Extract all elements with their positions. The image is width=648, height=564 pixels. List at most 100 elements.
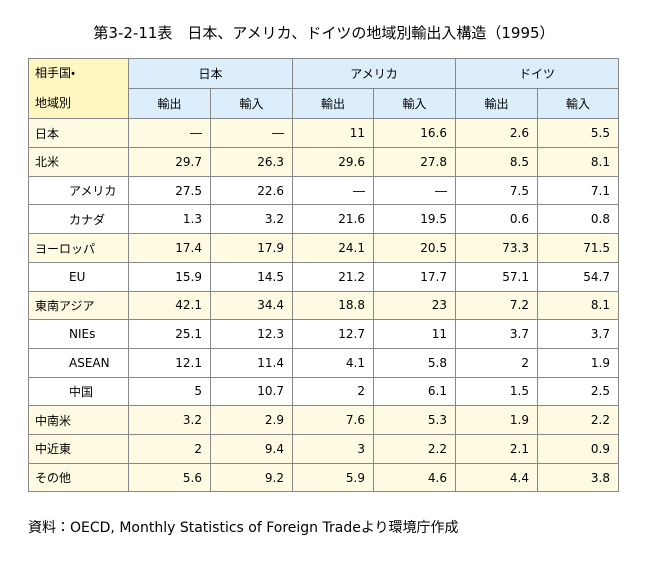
cell-value: 8.5: [455, 147, 538, 177]
table-row: 日本 ― ― 11 16.6 2.6 5.5: [28, 118, 619, 149]
row-label: 東南アジア: [28, 290, 129, 321]
cell-value: 2.2: [373, 433, 456, 464]
table-row: 中近東 2 9.4 3 2.2 2.1 0.9: [28, 433, 619, 464]
cell-value: 5.3: [373, 405, 456, 435]
row-label: アメリカ: [28, 175, 129, 206]
cell-value: 11: [292, 118, 374, 149]
table-body: 日本 ― ― 11 16.6 2.6 5.5 北米 29.7 26.3 29.6 27.8 8.5 8.1…: [28, 118, 619, 493]
row-label: EU: [28, 261, 129, 292]
subheader: 輸出: [292, 88, 374, 120]
cell-value: 17.7: [373, 261, 456, 292]
table-row: EU 15.9 14.5 21.2 17.7 57.1 54.7: [28, 261, 619, 292]
row-label: 中国: [28, 376, 129, 407]
cell-value: 3.2: [128, 405, 211, 435]
cell-value: 2: [455, 347, 538, 378]
table-row: 中国 5 10.7 2 6.1 1.5 2.5: [28, 376, 619, 407]
cell-value: 0.6: [455, 204, 538, 235]
table-row: アメリカ 27.5 22.6 ― ― 7.5 7.1: [28, 175, 619, 206]
cell-value: 4.4: [455, 462, 538, 493]
cell-value: 18.8: [292, 290, 374, 321]
cell-value: 8.1: [537, 147, 619, 177]
cell-value: 57.1: [455, 261, 538, 292]
table-row: カナダ 1.3 3.2 21.6 19.5 0.6 0.8: [28, 204, 619, 235]
group-header: アメリカ: [292, 57, 456, 90]
cell-value: 29.7: [128, 147, 211, 177]
cell-value: 22.6: [210, 175, 293, 206]
row-label: カナダ: [28, 204, 129, 235]
table-row: 北米 29.7 26.3 29.6 27.8 8.5 8.1: [28, 147, 619, 177]
cell-value: 9.4: [210, 433, 293, 464]
cell-value: 3.2: [210, 204, 293, 235]
cell-value: 20.5: [373, 233, 456, 263]
cell-value: 10.7: [210, 376, 293, 407]
row-label: その他: [28, 462, 129, 493]
data-table: 相手国・ 地域別 日本 アメリカ ドイツ 輸出 輸入 輸出 輸入 輸出 輸入 日本 ― ― 11…: [28, 57, 619, 493]
cell-value: 5.5: [537, 118, 619, 149]
cell-value: 54.7: [537, 261, 619, 292]
cell-value: 11.4: [210, 347, 293, 378]
cell-value: 4.1: [292, 347, 374, 378]
cell-value: 2.6: [455, 118, 538, 149]
header-row: 相手国・ 地域別 日本 アメリカ ドイツ: [28, 57, 619, 120]
row-label: 北米: [28, 147, 129, 177]
table-title: 第3-2-11表 日本、アメリカ、ドイツの地域別輸出入構造（1995）: [93, 24, 555, 42]
cell-value: 73.3: [455, 233, 538, 263]
cell-value: ―: [292, 175, 374, 206]
row-label: 日本: [28, 118, 129, 149]
corner-line: 地域別: [35, 95, 72, 110]
cell-value: 5.6: [128, 462, 211, 493]
cell-value: 3.7: [537, 319, 619, 349]
cell-value: 7.6: [292, 405, 374, 435]
cell-value: 6.1: [373, 376, 456, 407]
group-header: 日本: [128, 57, 293, 90]
cell-value: 9.2: [210, 462, 293, 493]
subheader: 輸入: [537, 88, 619, 120]
cell-value: ―: [373, 175, 456, 206]
cell-value: 19.5: [373, 204, 456, 235]
cell-value: 17.9: [210, 233, 293, 263]
cell-value: ―: [128, 118, 211, 149]
cell-value: 42.1: [128, 290, 211, 321]
cell-value: 3.7: [455, 319, 538, 349]
source-note: 資料：OECD, Monthly Statistics of Foreign T…: [28, 520, 459, 536]
cell-value: 0.8: [537, 204, 619, 235]
cell-value: 3: [292, 433, 374, 464]
cell-value: 4.6: [373, 462, 456, 493]
cell-value: 21.2: [292, 261, 374, 292]
cell-value: 29.6: [292, 147, 374, 177]
row-label: ASEAN: [28, 347, 129, 378]
cell-value: 17.4: [128, 233, 211, 263]
corner-line: 相手国・: [35, 66, 76, 80]
cell-value: 0.9: [537, 433, 619, 464]
cell-value: 12.7: [292, 319, 374, 349]
cell-value: 2: [292, 376, 374, 407]
cell-value: 71.5: [537, 233, 619, 263]
cell-value: 8.1: [537, 290, 619, 321]
cell-value: 21.6: [292, 204, 374, 235]
table-row: NIEs 25.1 12.3 12.7 11 3.7 3.7: [28, 319, 619, 349]
table-row: ヨーロッパ 17.4 17.9 24.1 20.5 73.3 71.5: [28, 233, 619, 263]
row-label: NIEs: [28, 319, 129, 349]
cell-value: 14.5: [210, 261, 293, 292]
cell-value: 26.3: [210, 147, 293, 177]
cell-value: ―: [210, 118, 293, 149]
table-row: 中南米 3.2 2.9 7.6 5.3 1.9 2.2: [28, 405, 619, 435]
cell-value: 2.9: [210, 405, 293, 435]
cell-value: 27.5: [128, 175, 211, 206]
cell-value: 5: [128, 376, 211, 407]
row-label: ヨーロッパ: [28, 233, 129, 263]
row-label: 中近東: [28, 433, 129, 464]
corner-header: 相手国・ 地域別: [28, 57, 129, 120]
cell-value: 7.1: [537, 175, 619, 206]
cell-value: 7.2: [455, 290, 538, 321]
cell-value: 12.3: [210, 319, 293, 349]
cell-value: 3.8: [537, 462, 619, 493]
cell-value: 5.8: [373, 347, 456, 378]
cell-value: 2.2: [537, 405, 619, 435]
subheader: 輸入: [210, 88, 293, 120]
table-row: その他 5.6 9.2 5.9 4.6 4.4 3.8: [28, 462, 619, 493]
cell-value: 27.8: [373, 147, 456, 177]
cell-value: 2: [128, 433, 211, 464]
cell-value: 23: [373, 290, 456, 321]
